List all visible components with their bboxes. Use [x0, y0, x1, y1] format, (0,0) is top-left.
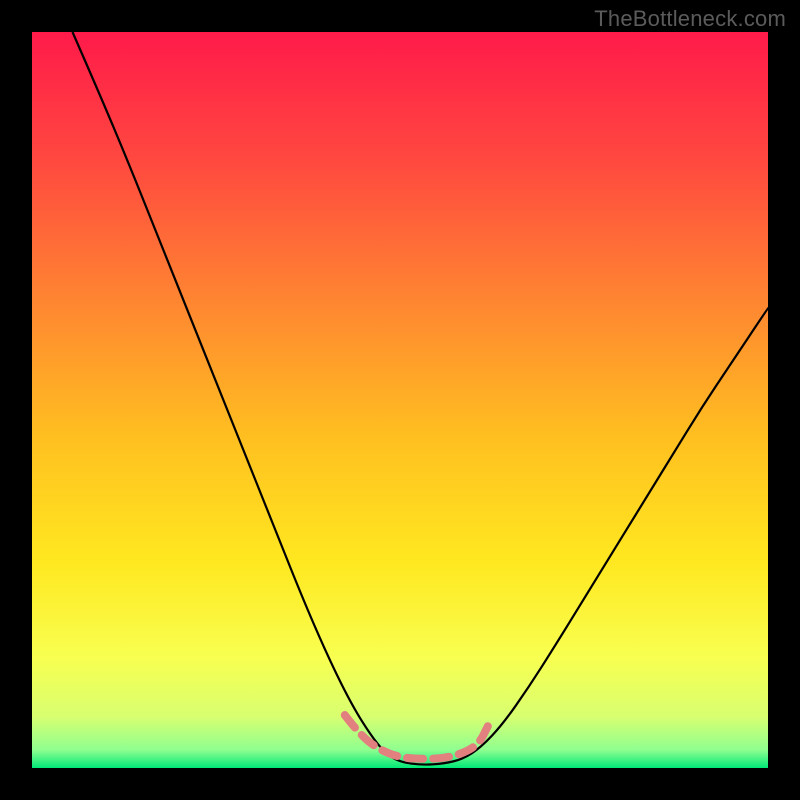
optimal-range-marker [345, 715, 489, 759]
chart-svg [32, 32, 768, 768]
watermark-text: TheBottleneck.com [594, 6, 786, 32]
chart-plot-area [32, 32, 768, 768]
bottleneck-curve [72, 32, 768, 765]
